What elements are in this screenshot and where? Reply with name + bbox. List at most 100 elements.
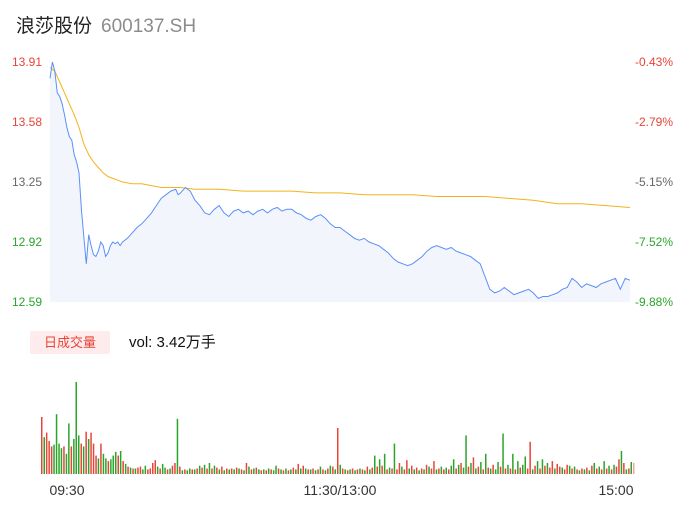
percent-tick-label: -5.15% [635,175,673,189]
volume-bar [448,469,450,474]
volume-bar [290,469,292,474]
time-tick-label: 09:30 [49,482,84,498]
volume-bar [189,468,191,474]
volume-bar [502,433,504,474]
volume-bar [319,466,322,474]
volume-bar [265,470,267,474]
volume-bar [356,469,359,474]
volume-bar [206,468,208,474]
volume-bar [615,466,618,474]
volume-bar [87,439,90,474]
price-area-fill [50,62,630,302]
volume-bar [193,469,196,474]
volume-bar [598,466,600,474]
volume-bar [198,465,201,474]
volume-bar [396,469,398,474]
volume-bar [561,467,563,474]
volume-bar [477,466,480,474]
volume-bar [485,453,487,474]
volume-bar [334,469,336,474]
volume-bar [549,467,551,474]
volume-bar [504,468,507,474]
volume-bar [297,463,299,474]
volume-bar [134,468,137,474]
volume-bar [287,470,290,474]
volume-bar [295,469,297,474]
volume-bar [322,469,324,474]
volume-bar [78,435,80,474]
volume-bar [75,382,77,474]
volume-bar [408,468,410,474]
price-line [49,61,631,299]
volume-bar [41,417,43,474]
price-tick-label: 12.59 [12,295,42,309]
volume-bar [581,468,583,474]
volume-bar [161,463,164,474]
price-axis-left: 13.91 13.58 13.25 12.92 12.59 [12,55,42,309]
volume-bar [492,464,494,474]
volume-bar [73,439,75,474]
volume-bar [618,459,620,474]
volume-bar [460,463,462,474]
volume-bar [551,461,554,474]
volume-bar [418,470,420,474]
volume-bar [235,467,238,474]
volume-bar [534,465,536,474]
volume-bar [142,469,144,474]
volume-bar [221,466,223,474]
volume-bar [70,446,73,474]
volume-bar [300,468,302,474]
volume-bar [359,468,361,474]
volume-bar [600,469,603,474]
volume-bar [292,467,295,474]
volume-bar [110,459,112,474]
volume-bar [184,469,186,474]
volume-bar [480,462,482,474]
volume-badge-label: 日成交量 [44,335,96,350]
volume-bar [154,460,156,474]
percent-tick-label: -0.43% [635,55,673,69]
volume-bar [462,467,465,474]
volume-bar [171,465,174,474]
volume-bar [435,469,438,474]
volume-bar [413,469,415,474]
volume-bar [285,468,287,474]
volume-bar [630,462,632,474]
volume-bar [398,463,401,474]
volume-bar [633,463,635,474]
volume-bar [499,466,502,474]
volume-bar [132,468,134,474]
volume-bar [465,435,467,474]
volume-bar [208,463,211,474]
volume-bar [438,468,440,474]
volume-bar [450,465,452,474]
volume-bar [603,461,605,474]
volume-bar [568,465,571,474]
volume-bar [115,451,117,474]
volume-bar [95,455,97,474]
volume-bar [272,470,275,474]
volume-bar [337,428,339,474]
volume-bar [452,459,455,474]
volume-bar [430,468,433,474]
volume-bar [245,463,248,474]
volume-bar [524,456,526,474]
volume-bar [191,469,193,474]
volume-bar [512,453,514,474]
volume-bar [277,468,280,474]
volume-bar [349,469,351,474]
volume-bar [55,414,58,474]
volume-readout: vol: 3.42万手 [129,334,216,351]
volume-bar [270,469,272,474]
volume-bar [139,466,142,474]
volume-bar [544,465,546,474]
volume-bar [117,455,119,474]
volume-bar [497,462,499,474]
volume-bar [282,470,285,474]
volume-bar [433,461,435,474]
volume-bar [620,451,623,474]
volume-bar [105,458,107,474]
percent-tick-label: -7.52% [635,235,673,249]
volume-bar [455,468,457,474]
volume-bar [536,461,539,474]
